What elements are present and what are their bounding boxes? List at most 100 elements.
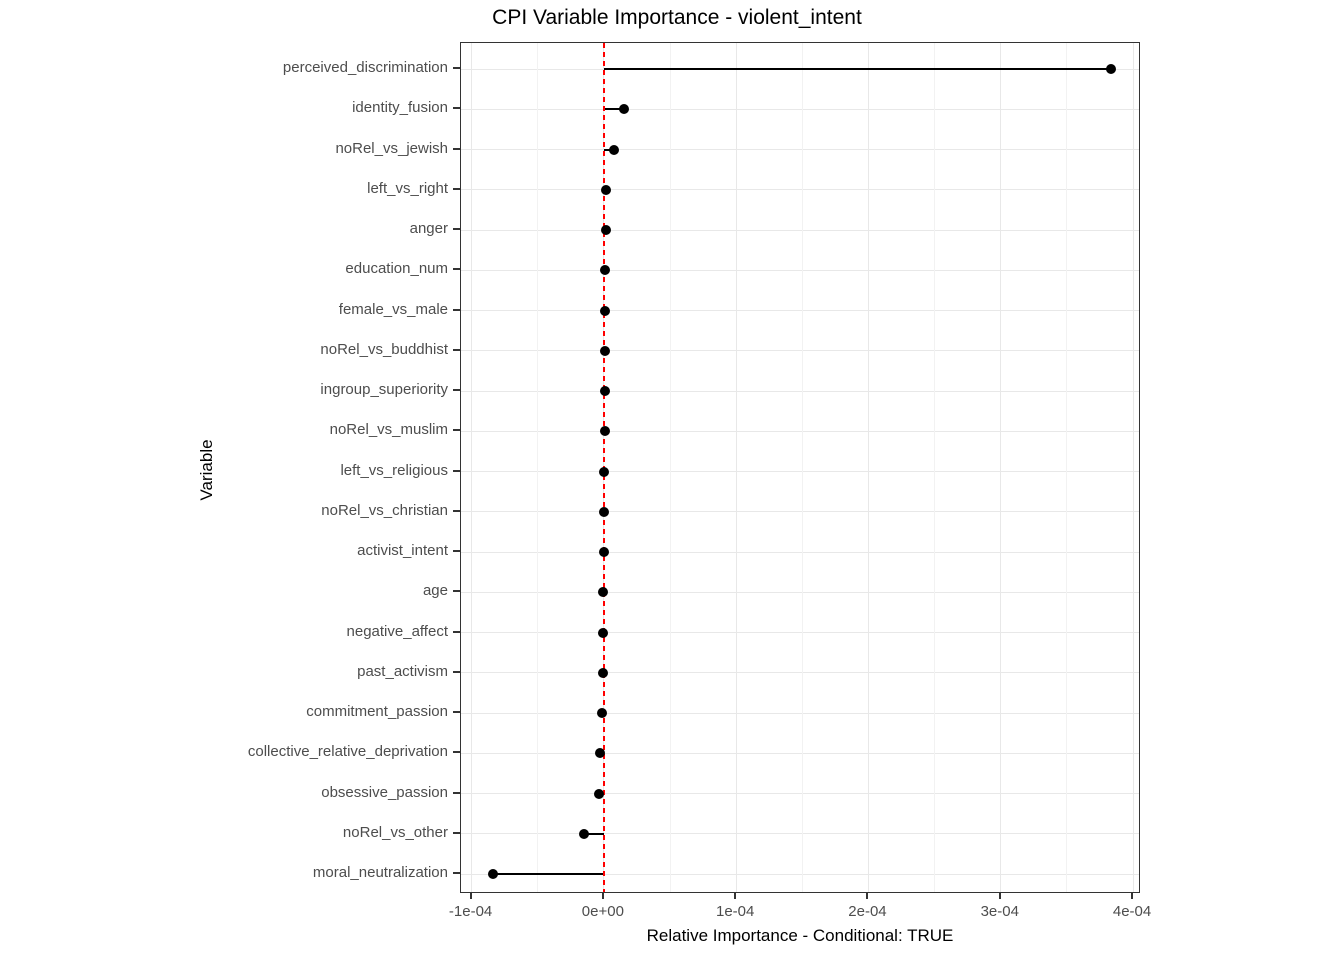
- y-axis-tick: [453, 751, 460, 754]
- lollipop-dot: [600, 265, 611, 276]
- lollipop-dot: [594, 788, 605, 799]
- gridline-horizontal: [461, 752, 1139, 754]
- y-axis-category-label: left_vs_religious: [340, 461, 448, 479]
- y-axis-tick: [453, 550, 460, 552]
- gridline-horizontal: [461, 793, 1139, 794]
- lollipop-dot: [597, 667, 608, 678]
- y-axis-tick: [453, 147, 460, 150]
- gridline-horizontal: [461, 632, 1139, 633]
- y-axis-category-label: left_vs_right: [367, 179, 448, 197]
- x-axis-tick-label: 2e-04: [848, 903, 887, 920]
- x-axis-tick: [734, 893, 737, 899]
- x-axis-tick-label: 1e-04: [715, 903, 755, 920]
- lollipop-dot: [487, 869, 498, 879]
- x-axis-tick: [1131, 893, 1134, 899]
- y-axis-tick: [453, 509, 460, 512]
- gridline-vertical-major: [1132, 43, 1134, 892]
- y-axis-tick: [453, 389, 460, 391]
- lollipop-stem: [603, 68, 1111, 70]
- y-axis-tick: [453, 308, 460, 311]
- gridline-horizontal: [461, 229, 1139, 231]
- y-axis-category-label: commitment_passion: [306, 703, 448, 720]
- y-axis-category-label: noRel_vs_christian: [321, 501, 448, 519]
- x-axis-tick: [601, 893, 604, 899]
- gridline-horizontal: [461, 591, 1139, 593]
- lollipop-dot: [600, 305, 611, 316]
- y-axis-tick: [453, 228, 460, 230]
- y-axis-category-label: past_activism: [357, 662, 448, 680]
- lollipop-dot: [1105, 64, 1116, 74]
- lollipop-dot: [618, 104, 629, 115]
- lollipop-stem: [603, 108, 624, 111]
- lollipop-dot: [598, 587, 609, 598]
- y-axis-category-label: noRel_vs_buddhist: [320, 340, 448, 358]
- lollipop-dot: [579, 828, 590, 839]
- y-axis-tick: [453, 670, 460, 673]
- gridline-vertical-major: [471, 43, 473, 892]
- y-axis-category-label: activist_intent: [357, 542, 448, 559]
- y-axis-category-label: noRel_vs_other: [342, 823, 448, 841]
- lollipop-dot: [608, 144, 619, 155]
- x-axis-tick-label: 4e-04: [1112, 903, 1152, 920]
- gridline-horizontal: [461, 551, 1139, 553]
- gridline-horizontal: [461, 350, 1139, 352]
- lollipop-dot: [599, 466, 610, 477]
- y-axis-category-label: noRel_vs_muslim: [329, 421, 448, 439]
- gridline-vertical-minor: [669, 43, 671, 892]
- y-axis-category-label: ingroup_superiority: [320, 381, 448, 398]
- y-axis-tick: [453, 831, 460, 834]
- gridline-vertical-major: [867, 43, 869, 892]
- x-axis-tick: [469, 893, 472, 899]
- gridline-horizontal: [461, 390, 1139, 392]
- y-axis-category-label: obsessive_passion: [321, 783, 448, 801]
- lollipop-dot: [600, 225, 611, 235]
- x-axis-tick: [998, 893, 1001, 899]
- y-axis-tick: [453, 469, 460, 472]
- gridline-vertical-major: [735, 43, 737, 892]
- x-axis-tick-label: 0e+00: [581, 903, 624, 920]
- lollipop-dot: [597, 708, 608, 718]
- gridline-vertical-minor: [537, 43, 539, 892]
- lollipop-dot: [600, 184, 611, 195]
- gridline-horizontal: [461, 833, 1139, 835]
- lollipop-dot: [599, 426, 610, 437]
- plot-panel: [460, 42, 1140, 893]
- lollipop-stem: [492, 873, 604, 875]
- gridline-horizontal: [461, 149, 1139, 150]
- y-axis-tick: [453, 268, 460, 271]
- lollipop-dot: [599, 506, 610, 517]
- lollipop-dot: [599, 386, 610, 396]
- x-axis-tick-label: -1e-04: [448, 903, 493, 920]
- lollipop-dot: [598, 547, 609, 557]
- y-axis-tick: [453, 67, 460, 69]
- y-axis-tick: [453, 791, 460, 794]
- lollipop-stem: [584, 832, 604, 835]
- y-axis-tick: [453, 872, 460, 874]
- x-axis-title: Relative Importance - Conditional: TRUE: [646, 926, 954, 945]
- lollipop-dot: [600, 345, 611, 356]
- y-axis-tick: [453, 630, 460, 633]
- y-axis-tick: [453, 348, 460, 351]
- y-axis-category-label: identity_fusion: [352, 99, 448, 117]
- gridline-horizontal: [461, 712, 1139, 714]
- y-axis-category-label: age: [422, 582, 448, 600]
- y-axis-category-label: negative_affect: [346, 622, 448, 640]
- gridline-horizontal: [461, 873, 1139, 875]
- y-axis-tick: [453, 590, 460, 593]
- y-axis-category-label: education_num: [345, 260, 448, 278]
- gridline-horizontal: [461, 471, 1139, 472]
- y-axis-tick: [453, 711, 460, 713]
- gridline-horizontal: [461, 269, 1139, 271]
- y-axis-category-label: moral_neutralization: [312, 864, 448, 881]
- y-axis-category-label: collective_relative_deprivation: [247, 743, 448, 761]
- y-axis-category-label: noRel_vs_jewish: [335, 139, 448, 157]
- gridline-vertical-minor: [1066, 43, 1068, 892]
- x-axis-tick: [866, 893, 869, 899]
- gridline-horizontal: [461, 310, 1139, 311]
- y-axis-tick: [453, 187, 460, 190]
- gridline-vertical-minor: [801, 43, 803, 892]
- y-axis-category-label: female_vs_male: [338, 300, 448, 318]
- gridline-horizontal: [461, 672, 1139, 674]
- gridline-horizontal: [461, 430, 1139, 432]
